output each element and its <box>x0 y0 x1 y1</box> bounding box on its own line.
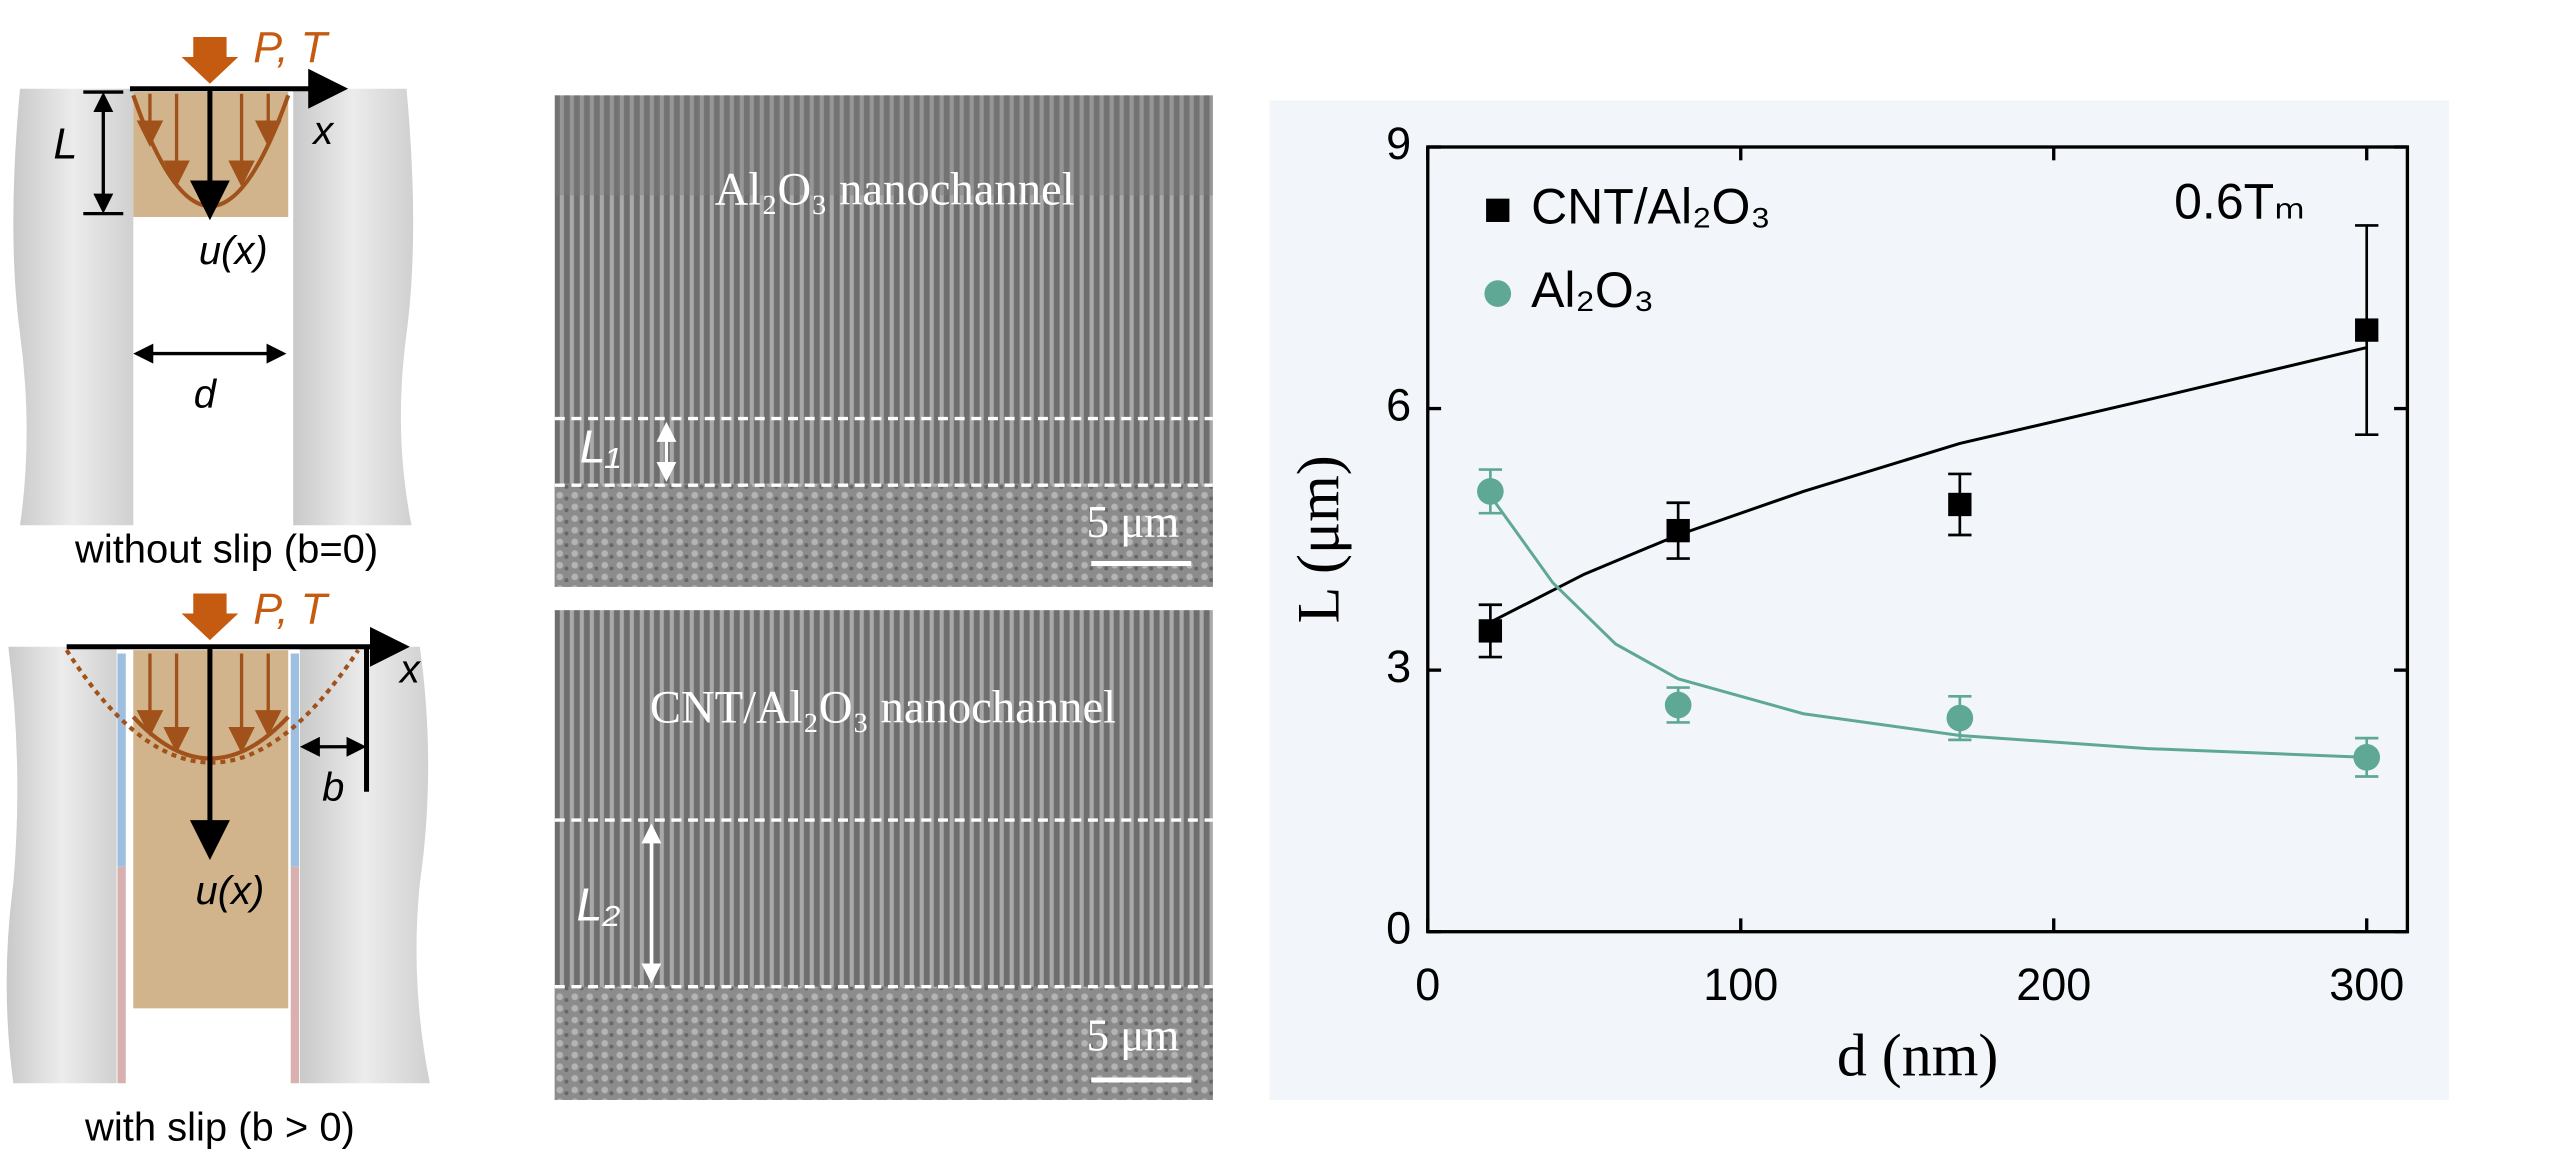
fit-line <box>1489 346 2368 624</box>
fit-line <box>1489 494 2367 759</box>
sem-label: Al₂O₃ nanochannel <box>715 163 1075 215</box>
x-tick-label: 100 <box>1703 959 1778 1010</box>
length-label: L₁ <box>580 421 621 473</box>
marker <box>2353 743 2381 771</box>
sem-bottom: CNT/Al₂O₃ nanochannel L₂ 5 μm <box>554 610 1213 1100</box>
load-label: P, T <box>253 585 329 633</box>
plot-frame <box>1426 145 2410 934</box>
schematic-top: P, T x L u(x) d without slip (b=0) <box>13 24 414 571</box>
load-arrow <box>181 593 239 641</box>
length-label: L₂ <box>576 879 620 931</box>
load-label: P, T <box>253 24 329 72</box>
caption: without slip (b=0) <box>74 527 378 571</box>
chart: 0 100 200 300 0 3 6 9 d (nm) L (μm) 0.6Tₘ CNT/Al₂O₃… <box>1269 100 2450 1100</box>
x-tick-label: 300 <box>2329 959 2404 1010</box>
load-arrow <box>181 37 239 84</box>
sem-label: CNT/Al₂O₃ nanochannel <box>650 681 1116 733</box>
velocity-label: u(x) <box>199 229 268 273</box>
width-label: d <box>194 372 218 416</box>
marker <box>1948 492 1972 517</box>
annotation: 0.6Tₘ <box>2174 174 2305 230</box>
caption: with slip (b > 0) <box>84 1106 355 1150</box>
sem-top: Al₂O₃ nanochannel L₁ 5 μm <box>554 95 1213 587</box>
x-tick-label: 200 <box>2016 959 2091 1010</box>
y-axis-label: L (μm) <box>1285 455 1351 623</box>
legend-marker <box>1484 280 1512 307</box>
chart-background <box>1269 100 2450 1100</box>
velocity-label: u(x) <box>195 869 264 913</box>
scale-label: 5 μm <box>1086 1010 1179 1060</box>
x-label: x <box>398 647 422 691</box>
slip-label: b <box>322 766 344 810</box>
legend-label: Al₂O₃ <box>1531 262 1654 318</box>
x-label: x <box>311 109 335 153</box>
x-axis-label: d (nm) <box>1837 1022 1999 1088</box>
legend-marker <box>1486 198 1510 222</box>
sem-substrate <box>554 483 1213 587</box>
length-label: L <box>53 120 77 168</box>
y-tick-label: 0 <box>1386 903 1411 954</box>
y-tick-label: 6 <box>1386 379 1411 430</box>
marker <box>2355 318 2379 342</box>
marker <box>1946 704 1974 732</box>
wall <box>293 88 414 526</box>
marker <box>1478 619 1503 643</box>
scale-label: 5 μm <box>1086 497 1179 547</box>
schematic-bottom: P, T x b u(x) with slip (b > 0) <box>6 585 430 1150</box>
y-tick-label: 3 <box>1386 641 1411 692</box>
flow-arrows <box>136 653 282 754</box>
y-tick-label: 9 <box>1386 118 1411 169</box>
legend-label: CNT/Al₂O₃ <box>1531 179 1771 235</box>
marker <box>1477 478 1504 505</box>
marker <box>1666 518 1690 543</box>
wall <box>6 646 117 1084</box>
sem-shade <box>554 95 1213 196</box>
flow-arrows <box>136 93 282 187</box>
marker <box>1664 691 1692 719</box>
x-tick-label: 0 <box>1415 959 1440 1010</box>
